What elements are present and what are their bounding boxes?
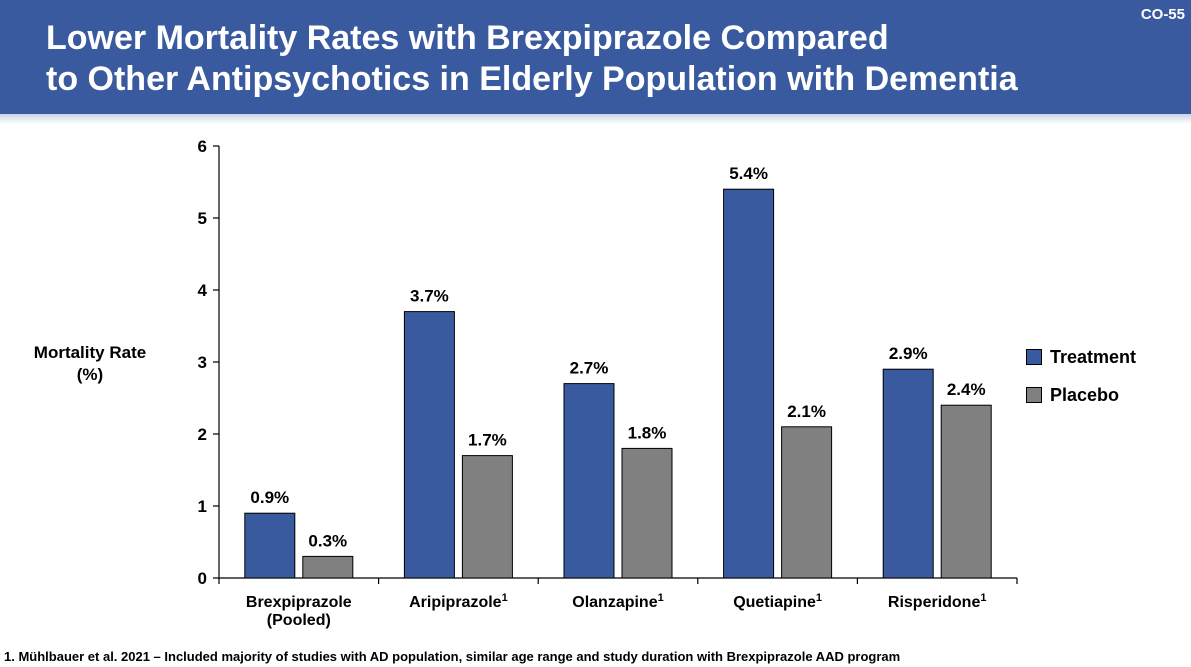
- x-tick-label: Olanzapine1: [572, 592, 663, 611]
- data-label-treatment: 2.7%: [570, 359, 609, 378]
- y-axis-label-line-1: Mortality Rate: [33, 343, 147, 362]
- data-label-treatment: 3.7%: [410, 287, 449, 306]
- bar-treatment: [723, 188, 775, 579]
- title-line-1: Lower Mortality Rates with Brexpiprazole…: [46, 19, 889, 57]
- data-label-placebo: 1.7%: [468, 431, 507, 450]
- x-tick-label: Quetiapine1: [733, 592, 822, 611]
- slide-title: Lower Mortality Rates with Brexpiprazole…: [46, 18, 1156, 100]
- y-tick-label: 5: [198, 209, 207, 228]
- bar-treatment: [882, 368, 934, 579]
- legend-item-treatment: Treatment: [1026, 346, 1136, 368]
- banner-shadow: [0, 114, 1191, 124]
- footnote: 1. Mühlbauer et al. 2021 – Included majo…: [4, 649, 901, 664]
- data-label-treatment: 5.4%: [729, 164, 768, 183]
- y-tick-label: 2: [198, 425, 207, 444]
- data-label-placebo: 2.4%: [947, 380, 986, 399]
- bar-placebo: [302, 555, 354, 579]
- bar-placebo: [621, 447, 673, 579]
- x-tick-label: (Pooled): [267, 612, 331, 629]
- y-tick-label: 1: [198, 497, 207, 516]
- bar-treatment: [403, 311, 455, 579]
- bar-treatment: [244, 512, 296, 579]
- title-banner: [0, 0, 1191, 114]
- x-tick-label: Risperidone1: [888, 592, 987, 611]
- legend-item-placebo: Placebo: [1026, 384, 1136, 406]
- legend-swatch-placebo: [1026, 387, 1042, 403]
- title-line-2: to Other Antipsychotics in Elderly Popul…: [46, 60, 1018, 98]
- x-tick-label: Aripiprazole1: [409, 592, 508, 611]
- footnote-marker: 1: [502, 592, 508, 604]
- y-axis-label: Mortality Rate (%): [20, 342, 160, 386]
- y-tick-label: 4: [198, 281, 208, 300]
- footnote-marker: 1: [658, 592, 664, 604]
- data-label-placebo: 2.1%: [787, 402, 826, 421]
- slide-id: CO-55: [1140, 6, 1185, 23]
- bar-treatment: [563, 383, 615, 579]
- legend-swatch-treatment: [1026, 349, 1042, 365]
- y-axis-label-line-2: (%): [76, 365, 104, 384]
- data-label-placebo: 1.8%: [628, 423, 667, 442]
- bar-placebo: [461, 455, 513, 579]
- footnote-marker: 1: [816, 592, 822, 604]
- legend: Treatment Placebo: [1026, 346, 1136, 422]
- y-tick-label: 3: [198, 353, 207, 372]
- legend-label-placebo: Placebo: [1050, 384, 1120, 405]
- y-tick-label: 0: [198, 569, 207, 588]
- x-tick-label: Brexpiprazole: [246, 594, 352, 611]
- bar-placebo: [781, 426, 833, 579]
- footnote-marker: 1: [980, 592, 986, 604]
- legend-label-treatment: Treatment: [1050, 346, 1137, 367]
- data-label-treatment: 0.9%: [250, 488, 289, 507]
- data-label-placebo: 0.3%: [308, 531, 347, 550]
- data-label-treatment: 2.9%: [889, 344, 928, 363]
- bar-placebo: [940, 404, 992, 579]
- y-tick-label: 6: [198, 137, 207, 156]
